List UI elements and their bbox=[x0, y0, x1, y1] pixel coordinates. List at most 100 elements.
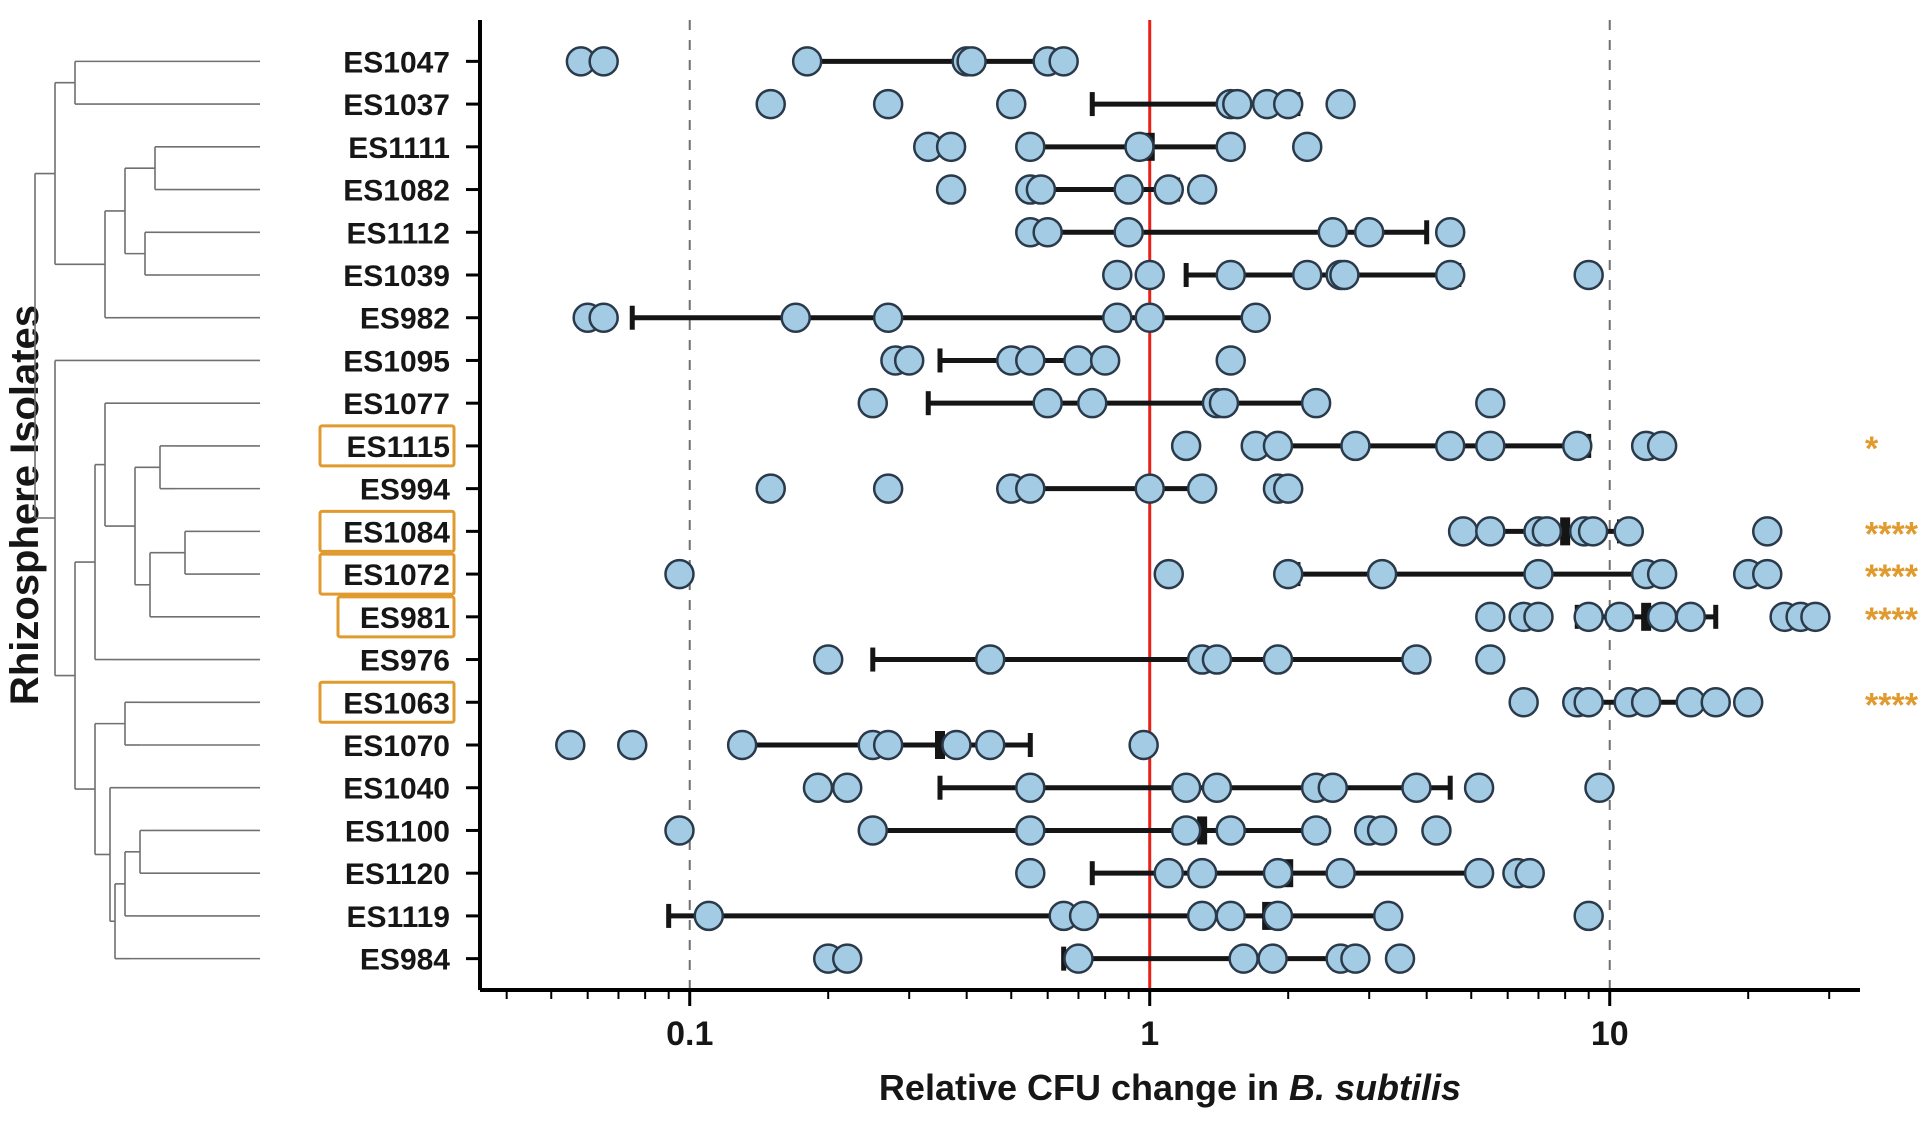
data-point bbox=[1327, 859, 1355, 887]
data-point bbox=[1078, 389, 1106, 417]
data-point bbox=[1064, 346, 1092, 374]
data-point bbox=[1476, 646, 1504, 674]
x-tick-label: 10 bbox=[1591, 1015, 1629, 1053]
data-point bbox=[1476, 517, 1504, 545]
data-point bbox=[1034, 389, 1062, 417]
data-point bbox=[782, 304, 810, 332]
row-label: ES1082 bbox=[343, 175, 450, 208]
row-label: ES976 bbox=[360, 645, 450, 678]
data-point bbox=[1259, 945, 1287, 973]
data-point bbox=[976, 731, 1004, 759]
data-point bbox=[1027, 176, 1055, 204]
data-point bbox=[1341, 432, 1369, 460]
data-point bbox=[1648, 603, 1676, 631]
data-point bbox=[665, 816, 693, 844]
data-point bbox=[874, 90, 902, 118]
data-point bbox=[1402, 646, 1430, 674]
data-point bbox=[937, 176, 965, 204]
data-point bbox=[1188, 902, 1216, 930]
row-label: ES1047 bbox=[343, 46, 450, 79]
data-point bbox=[1274, 560, 1302, 588]
data-point bbox=[1264, 902, 1292, 930]
data-point bbox=[976, 646, 1004, 674]
data-point bbox=[1422, 816, 1450, 844]
row-label: ES1040 bbox=[343, 773, 450, 806]
data-point bbox=[1091, 346, 1119, 374]
data-point bbox=[1476, 603, 1504, 631]
data-point bbox=[1264, 432, 1292, 460]
row-label: ES1039 bbox=[343, 260, 450, 293]
row-label: ES1077 bbox=[343, 388, 450, 421]
data-point bbox=[874, 731, 902, 759]
significance-marker: **** bbox=[1865, 601, 1919, 639]
data-point bbox=[1585, 774, 1613, 802]
data-point bbox=[757, 475, 785, 503]
data-point bbox=[1605, 603, 1633, 631]
data-point bbox=[1533, 517, 1561, 545]
data-point bbox=[1341, 945, 1369, 973]
data-point bbox=[1172, 816, 1200, 844]
x-axis-label: Relative CFU change in B. subtilis bbox=[879, 1067, 1461, 1108]
chart-container: 0.1110Relative CFU change in B. subtilis… bbox=[0, 0, 1920, 1137]
data-point bbox=[1524, 603, 1552, 631]
data-point bbox=[833, 774, 861, 802]
data-point bbox=[814, 646, 842, 674]
data-point bbox=[1575, 603, 1603, 631]
data-point bbox=[1016, 475, 1044, 503]
row-label: ES1070 bbox=[343, 730, 450, 763]
data-point bbox=[1172, 432, 1200, 460]
data-point bbox=[942, 731, 970, 759]
data-point bbox=[1319, 218, 1347, 246]
data-point bbox=[1034, 218, 1062, 246]
row-label: ES1072 bbox=[343, 559, 450, 592]
data-point bbox=[590, 47, 618, 75]
data-point bbox=[1632, 688, 1660, 716]
data-point bbox=[1436, 218, 1464, 246]
data-point bbox=[1575, 261, 1603, 289]
data-point bbox=[859, 389, 887, 417]
data-point bbox=[1368, 560, 1396, 588]
data-point bbox=[1125, 133, 1153, 161]
data-point bbox=[1734, 688, 1762, 716]
data-point bbox=[1648, 560, 1676, 588]
row-label: ES1120 bbox=[345, 858, 450, 891]
data-point bbox=[1264, 646, 1292, 674]
row-label: ES1063 bbox=[343, 687, 450, 720]
y-axis-label: Rhizosphere Isolates bbox=[3, 305, 47, 705]
data-point bbox=[1753, 560, 1781, 588]
data-point bbox=[1188, 475, 1216, 503]
data-point bbox=[1330, 261, 1358, 289]
data-point bbox=[1136, 475, 1164, 503]
data-point bbox=[757, 90, 785, 118]
row-label: ES1119 bbox=[347, 901, 450, 934]
data-point bbox=[1386, 945, 1414, 973]
data-point bbox=[804, 774, 832, 802]
data-point bbox=[1103, 304, 1131, 332]
row-label: ES984 bbox=[360, 944, 450, 977]
data-point bbox=[1579, 517, 1607, 545]
data-point bbox=[1302, 389, 1330, 417]
data-point bbox=[1476, 432, 1504, 460]
data-point bbox=[1203, 774, 1231, 802]
data-point bbox=[1016, 774, 1044, 802]
data-point bbox=[1016, 816, 1044, 844]
data-point bbox=[1103, 261, 1131, 289]
data-point bbox=[1374, 902, 1402, 930]
data-point bbox=[1188, 859, 1216, 887]
data-point bbox=[833, 945, 861, 973]
data-point bbox=[895, 346, 923, 374]
data-point bbox=[1188, 176, 1216, 204]
data-point bbox=[695, 902, 723, 930]
row-label: ES1037 bbox=[343, 89, 450, 122]
row-label: ES981 bbox=[360, 602, 450, 635]
data-point bbox=[1575, 902, 1603, 930]
data-point bbox=[1172, 774, 1200, 802]
data-point bbox=[1368, 816, 1396, 844]
data-point bbox=[874, 475, 902, 503]
data-point bbox=[1516, 859, 1544, 887]
data-point bbox=[1436, 261, 1464, 289]
data-point bbox=[1677, 603, 1705, 631]
row-label: ES1100 bbox=[345, 815, 450, 848]
data-point bbox=[1210, 389, 1238, 417]
data-point bbox=[1155, 560, 1183, 588]
